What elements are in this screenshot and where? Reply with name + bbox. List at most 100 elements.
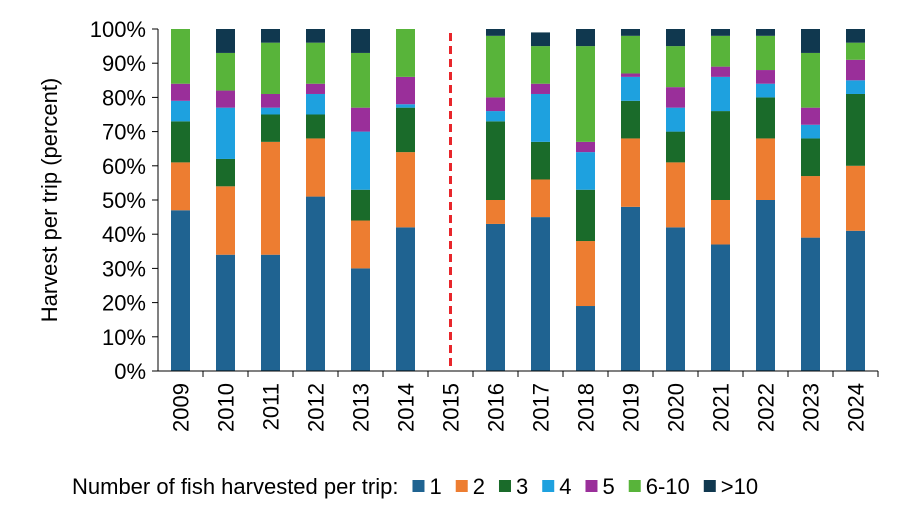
bar-segment-2022-1: [756, 200, 775, 371]
bar-segment-2012-1: [306, 196, 325, 371]
y-tick-label: 90%: [102, 51, 146, 76]
bar-segment-2013-2: [351, 220, 370, 269]
legend-label-3: 3: [516, 474, 528, 499]
bar-segment-2023-2: [801, 176, 820, 238]
x-tick-label: 2010: [214, 383, 239, 432]
x-tick-label: 2022: [754, 383, 779, 432]
y-axis-title: Harvest per trip (percent): [37, 78, 62, 323]
bar-segment-2022-3: [756, 97, 775, 139]
bar-segment-2019-5: [621, 73, 640, 77]
bar-segment-2012-2: [306, 138, 325, 197]
bar-segment-2009-5: [171, 83, 190, 101]
y-tick-label: 100%: [90, 17, 146, 42]
bar-segment-2020-3: [666, 131, 685, 163]
bar-segment-2019-2: [621, 138, 640, 207]
bar-segment-2021-3: [711, 111, 730, 200]
bar-segment-2024-5: [846, 59, 865, 81]
x-tick-label: 2012: [304, 383, 329, 432]
bar-segment-2018-5: [576, 141, 595, 153]
bar-segment-2011-4: [261, 107, 280, 115]
x-tick-label: 2023: [799, 383, 824, 432]
bar-segment-2017-4: [531, 93, 550, 142]
legend-label-4: 4: [559, 474, 571, 499]
bar-segment-2024-4: [846, 80, 865, 94]
x-tick-label: 2021: [709, 383, 734, 432]
legend-swatch-6-10: [628, 480, 641, 492]
bar-segment-2016->10: [486, 29, 505, 36]
bar-segment-2018->10: [576, 29, 595, 47]
bar-segment-2024-6-10: [846, 42, 865, 60]
bar-segment-2012-4: [306, 93, 325, 115]
bar-segment-2017-3: [531, 141, 550, 180]
bar-segment-2011-3: [261, 114, 280, 142]
legend-label-5: 5: [602, 474, 614, 499]
legend-label-2: 2: [473, 474, 485, 499]
bar-segment-2023-1: [801, 237, 820, 371]
bar-segment-2011-1: [261, 254, 280, 371]
legend-swatch-2: [455, 480, 468, 492]
bar-segment-2021-5: [711, 66, 730, 77]
legend-swatch-4: [542, 480, 555, 492]
bar-segment-2016-4: [486, 111, 505, 122]
bar-segment-2018-3: [576, 189, 595, 242]
bar-segment-2021->10: [711, 29, 730, 36]
x-tick-label: 2016: [484, 383, 509, 432]
x-tick-label: 2017: [529, 383, 554, 432]
legend-swatch-3: [498, 480, 511, 492]
legend-label->10: >10: [721, 474, 758, 499]
bar-segment-2012-5: [306, 83, 325, 94]
bar-segment-2016-5: [486, 97, 505, 112]
bar-segment-2022->10: [756, 29, 775, 36]
bar-segment-2013->10: [351, 29, 370, 53]
legend-label-6-10: 6-10: [646, 474, 690, 499]
bar-segment-2022-2: [756, 138, 775, 200]
y-tick-label: 30%: [102, 256, 146, 281]
bar-segment-2020-6-10: [666, 46, 685, 88]
bar-segment-2019->10: [621, 29, 640, 36]
x-tick-label: 2014: [394, 383, 419, 432]
bar-segment-2023-4: [801, 124, 820, 139]
x-tick-label: 2015: [439, 383, 464, 432]
y-tick-label: 50%: [102, 188, 146, 213]
x-tick-label: 2013: [349, 383, 374, 432]
bar-segment-2024-2: [846, 165, 865, 231]
bar-segment-2017-6-10: [531, 46, 550, 84]
bar-segment-2010-5: [216, 90, 235, 108]
bar-segment-2021-4: [711, 76, 730, 112]
bar-segment-2020-4: [666, 107, 685, 132]
bar-segment-2009-6-10: [171, 29, 190, 84]
bar-segment-2016-2: [486, 200, 505, 224]
bar-segment-2013-3: [351, 189, 370, 221]
x-tick-label: 2011: [259, 383, 284, 430]
y-axis-label: Harvest per trip (percent): [37, 78, 62, 323]
bar-segment-2013-1: [351, 268, 370, 371]
bar-segment-2010-3: [216, 158, 235, 187]
axes: [157, 29, 879, 377]
bar-segment-2017-5: [531, 83, 550, 94]
bar-segment-2010-2: [216, 186, 235, 255]
bar-segment-2022-4: [756, 83, 775, 98]
x-tick-label: 2009: [169, 383, 194, 432]
bar-segment-2021-2: [711, 200, 730, 245]
bar-segment-2019-3: [621, 100, 640, 139]
bar-segment-2012-3: [306, 114, 325, 139]
bar-segment-2017-1: [531, 217, 550, 371]
bar-segment-2018-6-10: [576, 46, 595, 142]
bars: [171, 29, 865, 371]
bar-segment-2024-1: [846, 230, 865, 371]
bar-segment-2011-6-10: [261, 42, 280, 94]
x-tick-label: 2019: [619, 383, 644, 432]
bar-segment-2020-5: [666, 87, 685, 108]
bar-segment-2009-2: [171, 162, 190, 211]
bar-segment-2016-6-10: [486, 35, 505, 98]
legend-title: Number of fish harvested per trip:: [72, 474, 398, 499]
bar-segment-2016-3: [486, 121, 505, 200]
bar-segment-2009-3: [171, 121, 190, 163]
bar-segment-2020-1: [666, 227, 685, 371]
bar-segment-2020-2: [666, 162, 685, 228]
bar-segment-2023-3: [801, 138, 820, 177]
bar-segment-2017-2: [531, 179, 550, 218]
bar-segment-2014-5: [396, 76, 415, 105]
bar-segment-2009-4: [171, 100, 190, 122]
